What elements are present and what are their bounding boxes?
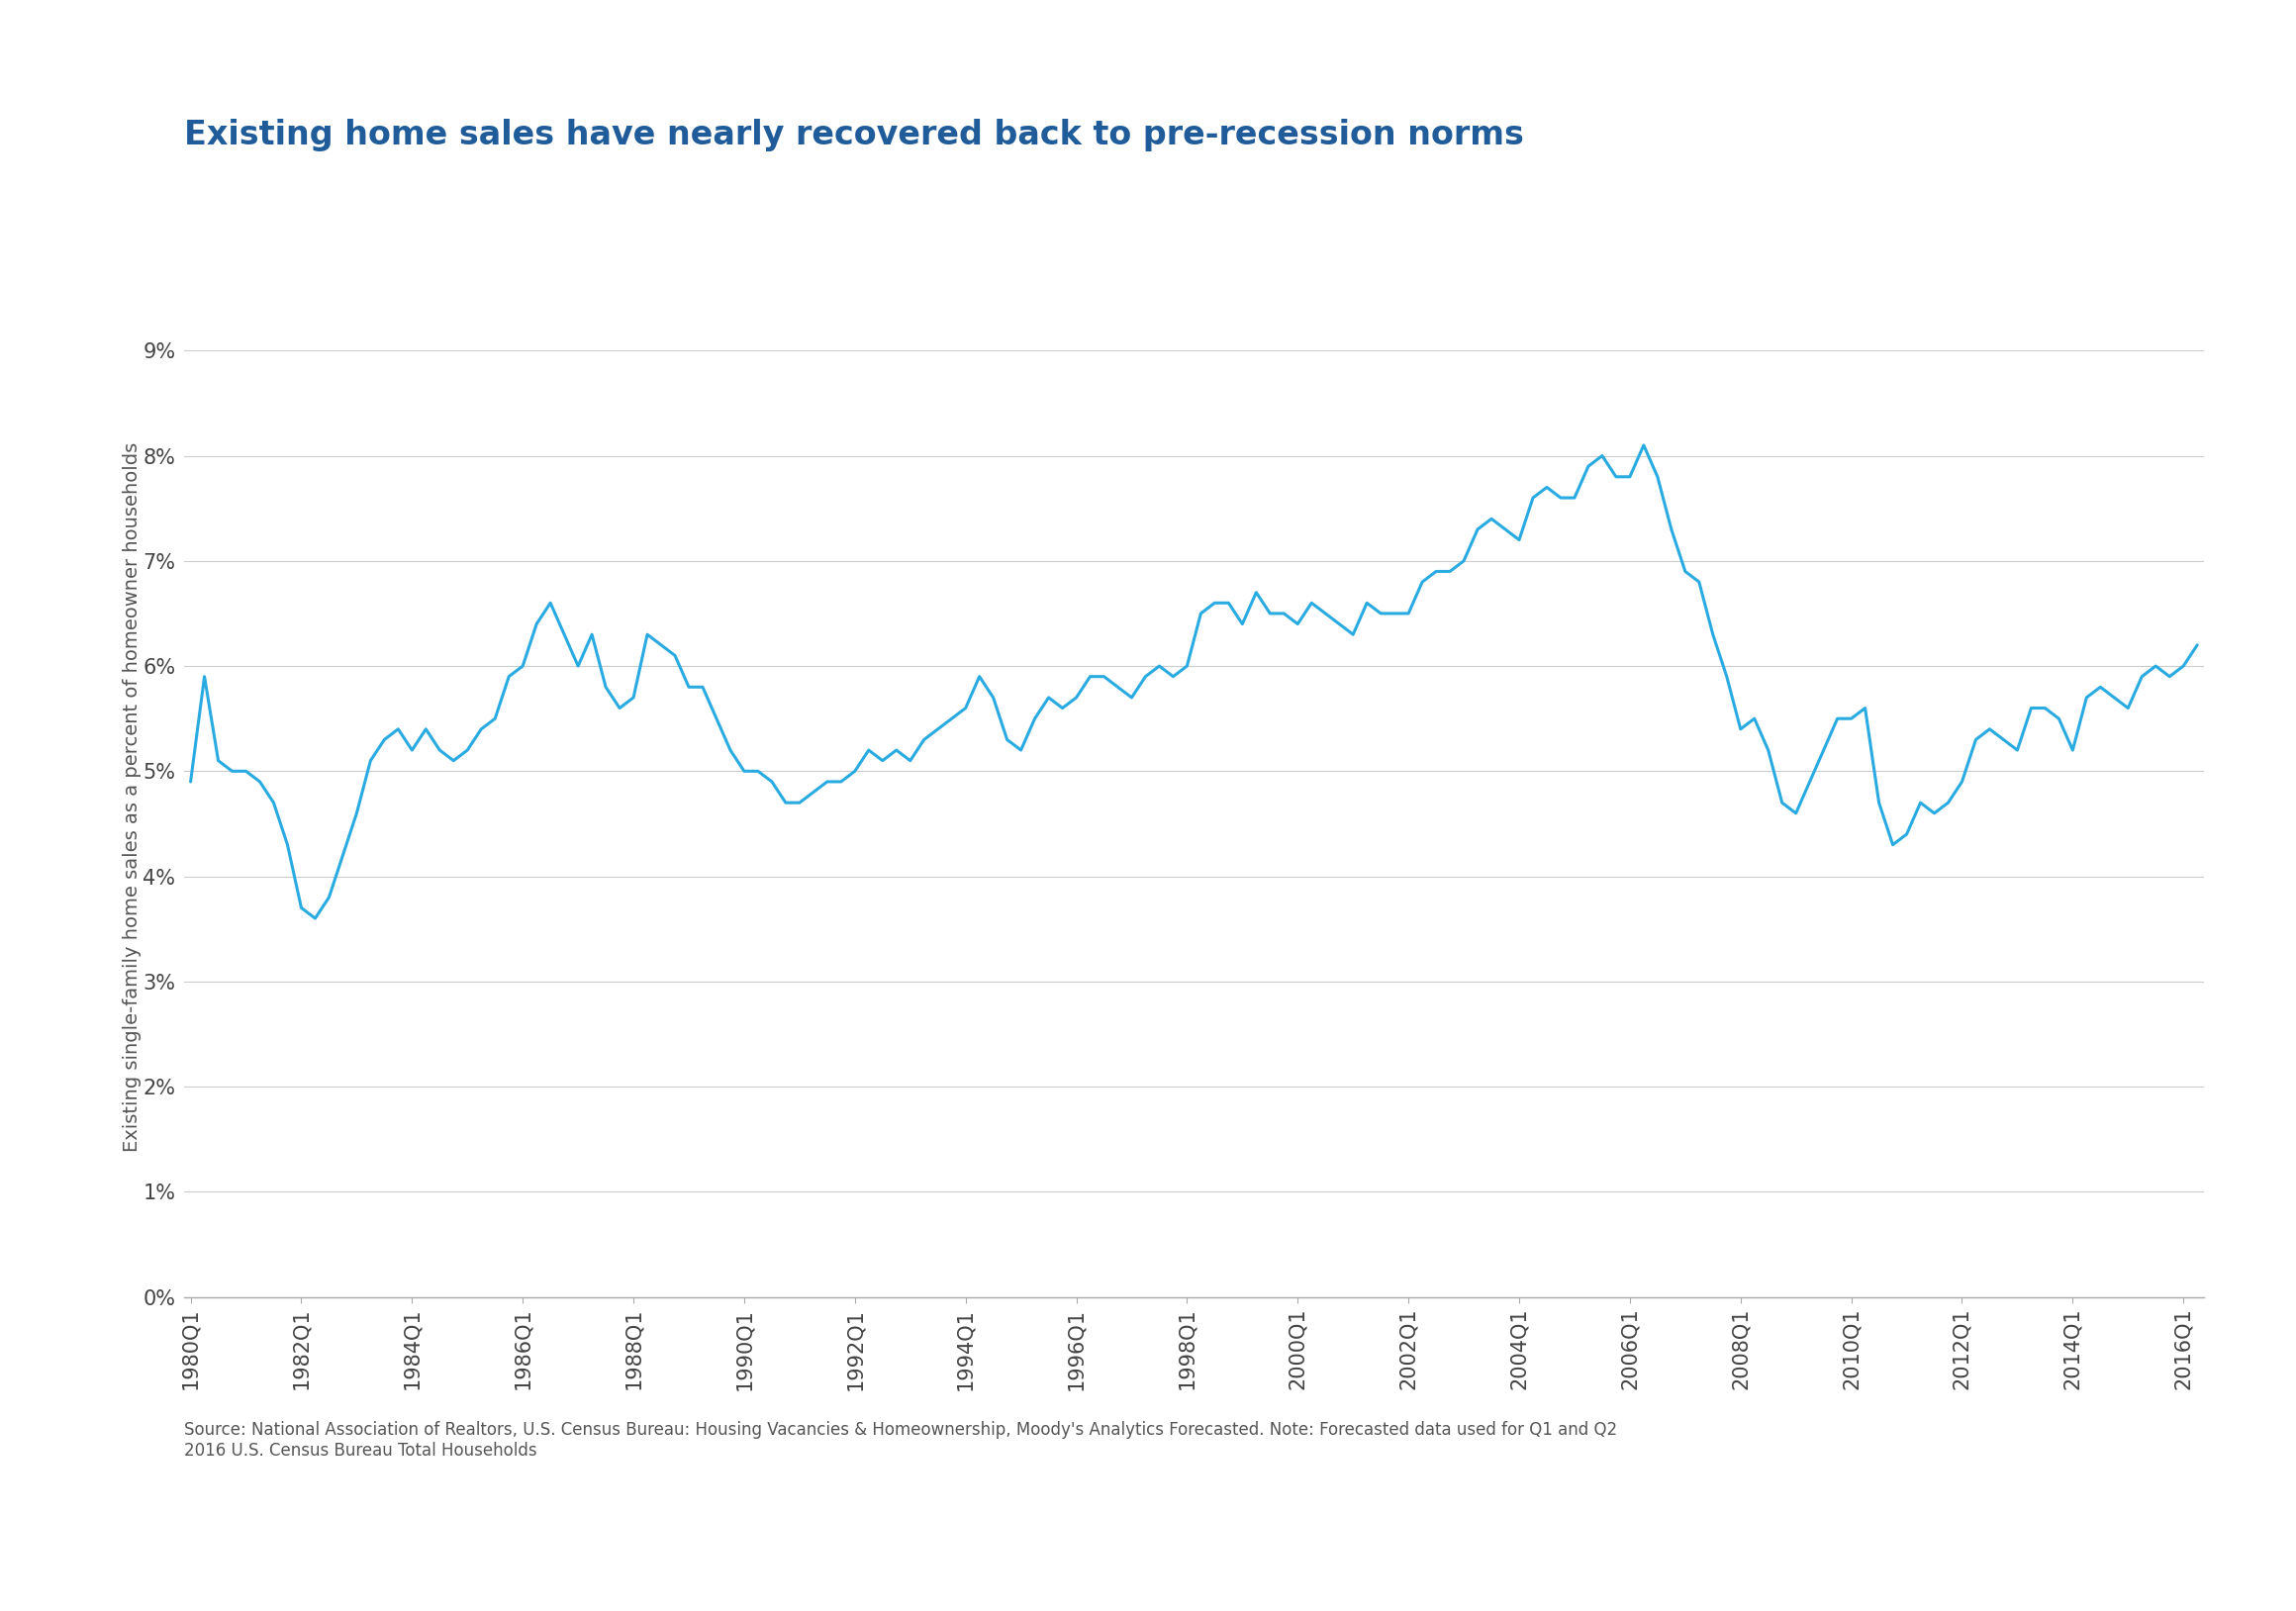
Text: Existing home sales have nearly recovered back to pre-recession norms: Existing home sales have nearly recovere… bbox=[184, 119, 1525, 151]
Y-axis label: Existing single-family home sales as a percent of homeowner households: Existing single-family home sales as a p… bbox=[122, 443, 140, 1152]
Text: Source: National Association of Realtors, U.S. Census Bureau: Housing Vacancies : Source: National Association of Realtors… bbox=[184, 1421, 1616, 1460]
